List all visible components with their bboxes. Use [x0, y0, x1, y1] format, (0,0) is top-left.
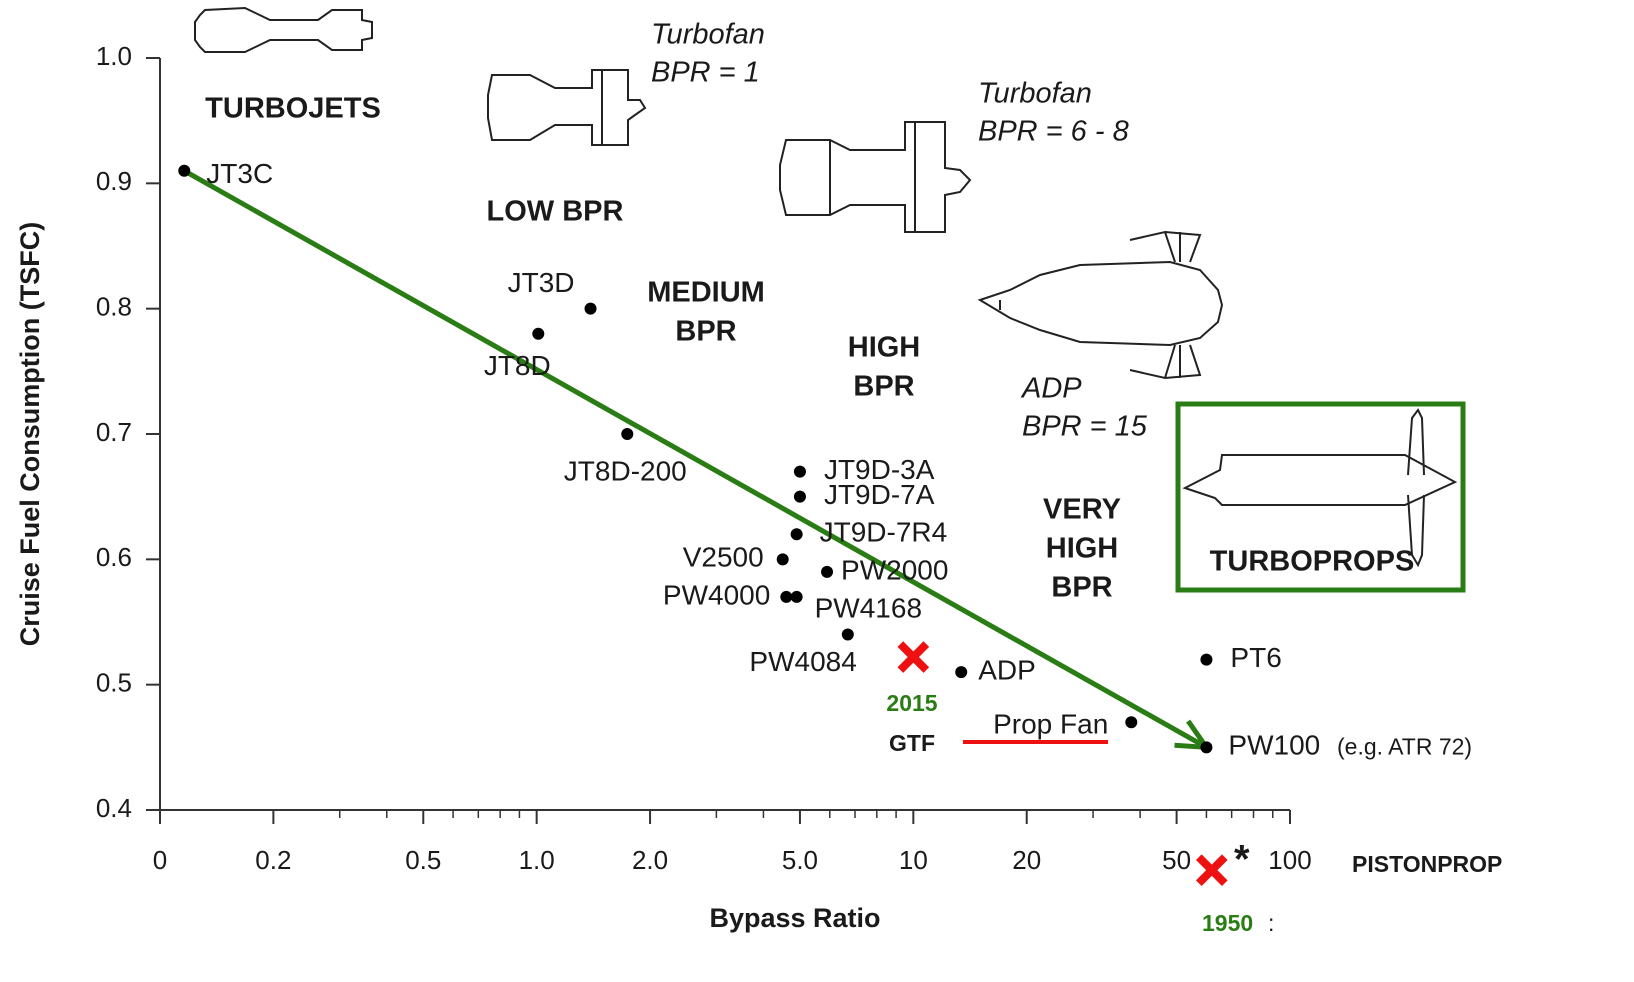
region-label: HIGH [1046, 533, 1119, 565]
data-point [780, 591, 792, 603]
y-tick-label: 0.9 [96, 166, 132, 196]
point-label: V2500 [683, 542, 764, 573]
y-tick-label: 0.5 [96, 668, 132, 698]
data-point [821, 566, 833, 578]
y-tick-label: 0.4 [96, 793, 132, 823]
x-tick-label: 0.2 [255, 845, 291, 875]
x-tick-label: 5.0 [782, 845, 818, 875]
x-tick-label: 100 [1268, 845, 1311, 875]
point-label: Prop Fan [993, 709, 1108, 740]
engine-caption: Turbofan [978, 78, 1092, 110]
turboprop-icon [1185, 410, 1455, 565]
x-tick-label: 50 [1162, 845, 1191, 875]
turbojet-icon [195, 8, 372, 52]
marker-asterisk: * [1234, 838, 1250, 882]
x-tick-label: 10 [899, 845, 928, 875]
data-point [955, 666, 967, 678]
marker-engine: GTF [889, 730, 935, 756]
data-point [1200, 654, 1212, 666]
region-label: BPR [853, 371, 914, 403]
x-axis-title: Bypass Ratio [709, 903, 880, 933]
x-tick-label: 2.0 [632, 845, 668, 875]
point-label: JT8D [484, 350, 551, 381]
data-point [777, 553, 789, 565]
region-label: HIGH [848, 332, 921, 364]
point-label: JT3D [508, 267, 575, 298]
region-label: TURBOPROPS [1210, 546, 1415, 578]
region-label: MEDIUM [647, 277, 765, 309]
region-label: BPR [675, 316, 736, 348]
point-label: JT3C [206, 158, 273, 189]
data-point [585, 303, 597, 315]
point-label: PW2000 [841, 554, 948, 585]
x-marker [1199, 857, 1225, 883]
marker-year: 2015 [886, 690, 937, 716]
data-point [1200, 741, 1212, 753]
point-label: JT9D-7R4 [820, 517, 948, 548]
point-label: PW4000 [663, 579, 770, 610]
data-point [791, 528, 803, 540]
point-label: PT6 [1230, 642, 1281, 673]
marker-punct: : [1268, 910, 1274, 936]
engine-caption: BPR = 6 - 8 [978, 116, 1129, 148]
point-note: (e.g. ATR 72) [1337, 733, 1472, 759]
region-label: LOW BPR [487, 196, 624, 228]
data-point [791, 591, 803, 603]
x-tick-label: 1.0 [519, 845, 555, 875]
region-label: BPR [1051, 572, 1112, 604]
marker-year: 1950 [1202, 910, 1253, 936]
x-tick-label: 20 [1012, 845, 1041, 875]
point-label: PW4084 [749, 646, 856, 677]
data-point [532, 328, 544, 340]
y-tick-label: 0.6 [96, 542, 132, 572]
y-axis-title: Cruise Fuel Consumption (TSFC) [15, 222, 45, 647]
engine-caption: ADP [1020, 373, 1082, 405]
trend-arrow [184, 171, 1206, 748]
turbofan-bpr1-icon [488, 70, 645, 145]
data-point [842, 629, 854, 641]
y-tick-label: 1.0 [96, 41, 132, 71]
point-label: PW4168 [815, 592, 922, 623]
data-point [794, 466, 806, 478]
point-label: PW100 [1228, 730, 1320, 761]
engine-drawings [195, 8, 1463, 742]
point-label: JT9D-7A [824, 479, 935, 510]
x-marker [900, 644, 926, 670]
engine-caption: BPR = 1 [651, 57, 760, 89]
data-point [621, 428, 633, 440]
engine-caption: Turbofan [651, 19, 765, 51]
point-label: ADP [978, 655, 1036, 686]
x-tick-label: 0.5 [405, 845, 441, 875]
data-point [794, 491, 806, 503]
y-tick-label: 0.7 [96, 417, 132, 447]
turbofan-bpr6-icon [780, 122, 970, 232]
y-tick-label: 0.8 [96, 292, 132, 322]
data-point [178, 165, 190, 177]
x-tick-label: 0 [153, 845, 167, 875]
region-label: TURBOJETS [205, 93, 381, 125]
region-label: VERY [1043, 494, 1121, 526]
engine-caption: BPR = 15 [1022, 411, 1148, 443]
data-point [1125, 716, 1137, 728]
adp-icon [980, 232, 1222, 378]
marker-engine: PISTONPROP [1352, 851, 1502, 877]
point-label: JT8D-200 [564, 455, 687, 486]
chart: Bypass Ratio Cruise Fuel Consumption (TS… [0, 0, 1634, 982]
